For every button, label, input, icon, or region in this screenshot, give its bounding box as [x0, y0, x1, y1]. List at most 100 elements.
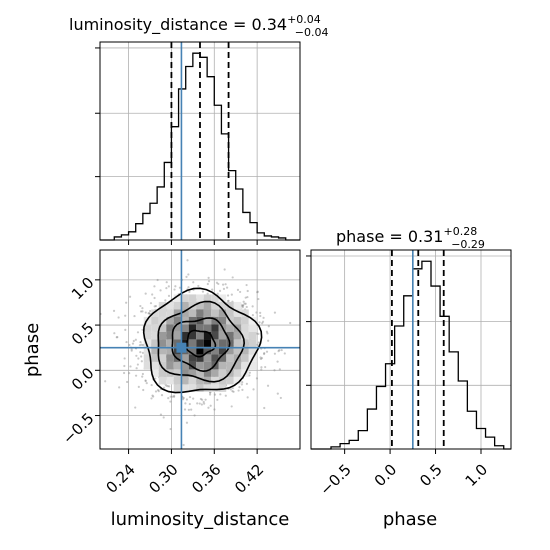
density-cell	[188, 354, 197, 362]
sample-point	[257, 341, 260, 344]
sample-point	[138, 344, 142, 347]
sample-point	[118, 386, 121, 389]
sample-point	[187, 286, 190, 289]
joint-yticklabel-0: −0.5	[59, 409, 97, 447]
sample-point	[257, 332, 260, 335]
sample-point	[261, 322, 264, 325]
density-cell	[241, 309, 249, 317]
density-cell	[151, 331, 159, 340]
sample-point	[140, 355, 143, 358]
density-cell	[173, 301, 182, 310]
density-cell	[218, 354, 227, 362]
sample-point	[266, 332, 269, 335]
sample-point	[276, 392, 279, 395]
density-cell	[151, 346, 159, 355]
density-cell	[196, 309, 204, 317]
sample-point	[265, 350, 269, 353]
density-cell	[218, 316, 227, 325]
joint-plot-area	[100, 250, 300, 449]
sample-point	[209, 404, 212, 407]
density-cell	[181, 354, 189, 362]
sample-point	[156, 389, 160, 392]
density-cell	[233, 331, 242, 340]
sample-point	[115, 336, 118, 339]
sample-point	[123, 364, 126, 368]
sample-point	[144, 379, 147, 383]
density-cell	[233, 369, 242, 377]
density-cell	[196, 369, 204, 377]
sample-point	[243, 302, 246, 305]
sample-point	[162, 416, 165, 419]
sample-point	[241, 388, 244, 391]
density-cell	[203, 301, 212, 310]
density-cell	[173, 369, 182, 377]
sample-point	[141, 372, 144, 376]
density-cell	[151, 339, 159, 347]
sample-point	[165, 281, 168, 284]
sample-point	[142, 343, 145, 347]
phase-xticklabel-1: 0.0	[371, 461, 401, 491]
sample-point	[141, 310, 144, 313]
density-cell	[196, 339, 204, 347]
sample-point	[262, 316, 265, 319]
sample-point	[171, 395, 174, 398]
density-cell	[211, 324, 219, 332]
contour-level-3	[142, 287, 263, 394]
density-cell	[203, 324, 212, 332]
sample-point	[278, 349, 281, 352]
density-cell	[203, 346, 212, 355]
density-cell	[151, 369, 159, 377]
density-cell	[248, 346, 257, 355]
sample-point	[245, 382, 248, 385]
density-cell	[196, 361, 204, 370]
sample-point	[182, 396, 185, 400]
density-cell	[188, 384, 197, 392]
density-cell	[173, 384, 182, 392]
density-cell	[151, 354, 159, 362]
density-cell	[196, 384, 204, 392]
density-cell	[188, 324, 197, 332]
sample-point	[252, 388, 255, 391]
sample-point	[201, 290, 205, 293]
sample-point	[266, 384, 270, 387]
sample-point	[185, 421, 189, 424]
density-cell	[151, 361, 159, 370]
density-cell	[218, 331, 227, 340]
sample-point	[231, 387, 234, 390]
sample-point	[186, 259, 189, 262]
density-cell	[203, 294, 212, 302]
density-cell	[181, 316, 189, 325]
sample-point	[265, 330, 268, 333]
density-cell	[173, 316, 182, 325]
sample-point	[153, 305, 156, 308]
sample-point	[255, 311, 258, 314]
density-cell	[241, 346, 249, 355]
sample-point	[142, 388, 145, 392]
sample-point	[264, 365, 267, 369]
density-cell	[166, 331, 174, 340]
density-cell	[158, 309, 167, 317]
density-cell	[211, 331, 219, 340]
sample-point	[188, 290, 191, 293]
sample-point	[164, 299, 167, 302]
sample-point	[218, 289, 222, 292]
density-cell	[158, 331, 167, 340]
y-axis-label-phase: phase	[22, 323, 43, 377]
sample-point	[208, 391, 212, 394]
density-cell	[196, 294, 204, 302]
sample-point	[241, 381, 244, 384]
sample-point	[216, 398, 219, 401]
sample-point	[173, 288, 176, 291]
density-cell	[226, 309, 234, 317]
sample-point	[261, 320, 265, 323]
sample-point	[192, 397, 195, 400]
sample-point	[126, 380, 129, 384]
density-cell	[173, 294, 182, 302]
density-cell	[203, 361, 212, 370]
sample-point	[231, 390, 234, 393]
phase-xticklabel-2: 0.5	[416, 461, 446, 491]
density-cell	[188, 376, 197, 385]
joint-truth-marker	[176, 342, 187, 353]
sample-point	[124, 328, 127, 332]
